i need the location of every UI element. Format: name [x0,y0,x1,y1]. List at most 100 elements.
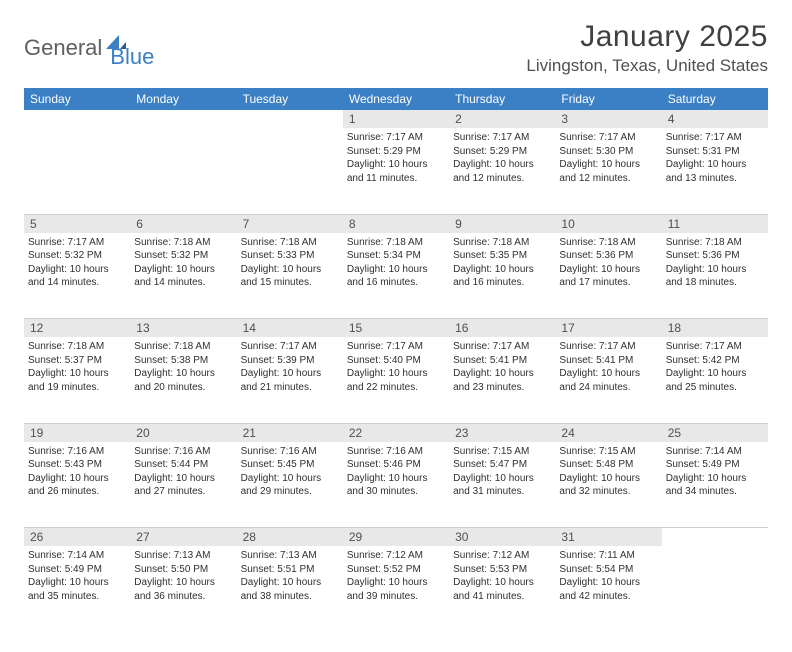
sunset-line: Sunset: 5:32 PM [28,249,126,263]
header-wednesday: Wednesday [343,88,449,110]
daylight-line: Daylight: 10 hours and 16 minutes. [453,263,551,290]
day-number-cell: 29 [343,528,449,547]
sunset-line: Sunset: 5:46 PM [347,458,445,472]
sunrise-line: Sunrise: 7:18 AM [666,236,764,250]
day-cell: Sunrise: 7:12 AMSunset: 5:52 PMDaylight:… [343,546,449,632]
day-cell: Sunrise: 7:18 AMSunset: 5:34 PMDaylight:… [343,233,449,319]
title-block: January 2025 Livingston, Texas, United S… [526,20,768,76]
daylight-line: Daylight: 10 hours and 22 minutes. [347,367,445,394]
daylight-line: Daylight: 10 hours and 19 minutes. [28,367,126,394]
sunrise-line: Sunrise: 7:15 AM [559,445,657,459]
daylight-line: Daylight: 10 hours and 24 minutes. [559,367,657,394]
sunset-line: Sunset: 5:29 PM [347,145,445,159]
sunset-line: Sunset: 5:34 PM [347,249,445,263]
day-cell: Sunrise: 7:17 AMSunset: 5:31 PMDaylight:… [662,128,768,214]
day-number-cell: 5 [24,214,130,233]
day-cell: Sunrise: 7:15 AMSunset: 5:47 PMDaylight:… [449,442,555,528]
day-number-cell [130,110,236,128]
daylight-line: Daylight: 10 hours and 13 minutes. [666,158,764,185]
sunrise-line: Sunrise: 7:18 AM [134,340,232,354]
day-cell [130,128,236,214]
daylight-line: Daylight: 10 hours and 14 minutes. [134,263,232,290]
day-number-cell: 23 [449,423,555,442]
sunrise-line: Sunrise: 7:17 AM [347,340,445,354]
day-number-cell: 30 [449,528,555,547]
sunset-line: Sunset: 5:49 PM [28,563,126,577]
logo-text-blue: Blue [110,44,154,70]
sunrise-line: Sunrise: 7:18 AM [559,236,657,250]
sunset-line: Sunset: 5:51 PM [241,563,339,577]
daylight-line: Daylight: 10 hours and 36 minutes. [134,576,232,603]
daylight-line: Daylight: 10 hours and 23 minutes. [453,367,551,394]
day-number-cell: 26 [24,528,130,547]
day-number-cell: 27 [130,528,236,547]
daylight-line: Daylight: 10 hours and 32 minutes. [559,472,657,499]
day-number-cell: 10 [555,214,661,233]
header-tuesday: Tuesday [237,88,343,110]
day-cell: Sunrise: 7:16 AMSunset: 5:46 PMDaylight:… [343,442,449,528]
sunset-line: Sunset: 5:33 PM [241,249,339,263]
sunrise-line: Sunrise: 7:13 AM [134,549,232,563]
sunset-line: Sunset: 5:40 PM [347,354,445,368]
day-number-cell: 20 [130,423,236,442]
sunset-line: Sunset: 5:43 PM [28,458,126,472]
day-cell: Sunrise: 7:15 AMSunset: 5:48 PMDaylight:… [555,442,661,528]
day-number-cell: 31 [555,528,661,547]
sunset-line: Sunset: 5:30 PM [559,145,657,159]
sunrise-line: Sunrise: 7:14 AM [28,549,126,563]
sunrise-line: Sunrise: 7:17 AM [347,131,445,145]
sunrise-line: Sunrise: 7:18 AM [347,236,445,250]
day-cell: Sunrise: 7:12 AMSunset: 5:53 PMDaylight:… [449,546,555,632]
sunrise-line: Sunrise: 7:18 AM [241,236,339,250]
day-number-row: 567891011 [24,214,768,233]
week-row: Sunrise: 7:14 AMSunset: 5:49 PMDaylight:… [24,546,768,632]
location-subtitle: Livingston, Texas, United States [526,56,768,76]
sunrise-line: Sunrise: 7:14 AM [666,445,764,459]
day-number-cell: 28 [237,528,343,547]
sunrise-line: Sunrise: 7:12 AM [347,549,445,563]
day-number-cell: 13 [130,319,236,338]
day-number-cell: 11 [662,214,768,233]
day-cell [24,128,130,214]
sunset-line: Sunset: 5:31 PM [666,145,764,159]
day-cell: Sunrise: 7:17 AMSunset: 5:41 PMDaylight:… [449,337,555,423]
day-number-cell [237,110,343,128]
daylight-line: Daylight: 10 hours and 27 minutes. [134,472,232,499]
header: General Blue January 2025 Livingston, Te… [24,20,768,76]
sunrise-line: Sunrise: 7:17 AM [666,131,764,145]
daylight-line: Daylight: 10 hours and 35 minutes. [28,576,126,603]
logo-text-general: General [24,35,102,61]
daylight-line: Daylight: 10 hours and 41 minutes. [453,576,551,603]
daylight-line: Daylight: 10 hours and 12 minutes. [453,158,551,185]
day-cell: Sunrise: 7:17 AMSunset: 5:29 PMDaylight:… [449,128,555,214]
daylight-line: Daylight: 10 hours and 38 minutes. [241,576,339,603]
sunrise-line: Sunrise: 7:15 AM [453,445,551,459]
day-number-cell: 8 [343,214,449,233]
sunrise-line: Sunrise: 7:17 AM [28,236,126,250]
sunset-line: Sunset: 5:44 PM [134,458,232,472]
day-number-cell: 9 [449,214,555,233]
day-cell: Sunrise: 7:17 AMSunset: 5:39 PMDaylight:… [237,337,343,423]
day-number-cell: 6 [130,214,236,233]
calendar-table: Sunday Monday Tuesday Wednesday Thursday… [24,88,768,632]
day-number-cell: 19 [24,423,130,442]
day-number-cell: 1 [343,110,449,128]
sunset-line: Sunset: 5:41 PM [453,354,551,368]
week-row: Sunrise: 7:16 AMSunset: 5:43 PM Daylight:… [24,442,768,528]
day-number-cell: 14 [237,319,343,338]
sunset-line: Sunset: 5:41 PM [559,354,657,368]
sunset-line: Sunset: 5:29 PM [453,145,551,159]
sunset-line: Sunset: 5:32 PM [134,249,232,263]
week-row: Sunrise: 7:18 AMSunset: 5:37 PMDaylight:… [24,337,768,423]
sunset-line: Sunset: 5:39 PM [241,354,339,368]
day-cell [662,546,768,632]
sunrise-line: Sunrise: 7:12 AM [453,549,551,563]
daylight-line: Daylight: 10 hours and 31 minutes. [453,472,551,499]
day-cell: Sunrise: 7:17 AMSunset: 5:29 PMDaylight:… [343,128,449,214]
sunset-line: Sunset: 5:36 PM [666,249,764,263]
sunrise-line: Sunrise: 7:18 AM [28,340,126,354]
sunrise-line: Sunrise: 7:16 AM [28,445,126,459]
day-cell: Sunrise: 7:17 AMSunset: 5:32 PMDaylight:… [24,233,130,319]
day-cell: Sunrise: 7:18 AMSunset: 5:38 PMDaylight:… [130,337,236,423]
sunrise-line: Sunrise: 7:11 AM [559,549,657,563]
